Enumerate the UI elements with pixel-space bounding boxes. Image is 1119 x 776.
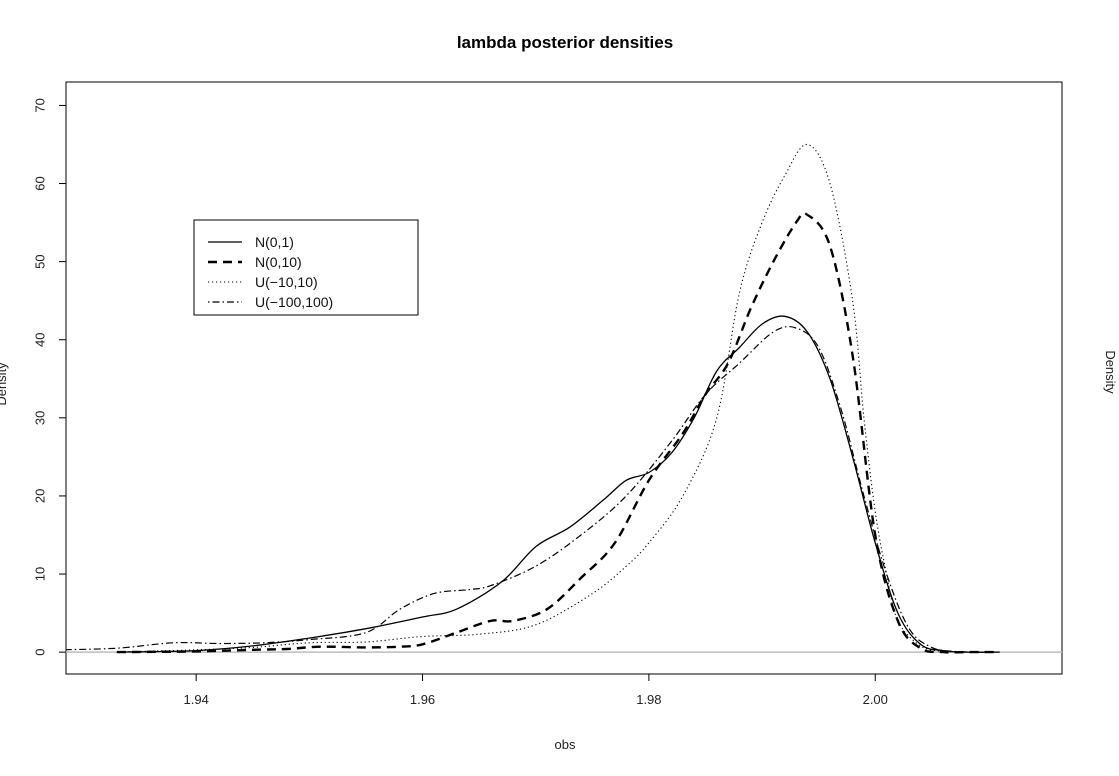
legend-label-1: N(0,1) [255, 234, 294, 250]
y-axis-label: Density [0, 362, 9, 406]
legend-label-3: U(−10,10) [255, 274, 318, 290]
x-tick-label: 2.00 [863, 692, 888, 707]
y-tick-label: 20 [32, 489, 47, 503]
y-tick-label: 0 [32, 649, 47, 656]
y-tick-label: 60 [32, 176, 47, 190]
y-tick-label: 50 [32, 254, 47, 268]
x-tick-label: 1.96 [410, 692, 435, 707]
legend: N(0,1) N(0,10) U(−10,10) U(−100,100) [193, 219, 419, 316]
axis-ticks: 1.94 1.96 1.98 2.00 0 10 20 30 40 50 60 70 [32, 98, 887, 707]
y-tick-label: 30 [32, 411, 47, 425]
plot-frame [65, 81, 1063, 675]
series-line-1 [116, 315, 1000, 653]
x-tick-label: 1.98 [636, 692, 661, 707]
y-tick-label: 70 [32, 98, 47, 112]
legend-label-2: N(0,10) [255, 254, 302, 270]
legend-label-4: U(−100,100) [255, 294, 333, 310]
series-line-4 [66, 325, 989, 653]
plot-region [66, 143, 1062, 654]
y-axis-label-right: Density [1103, 350, 1118, 394]
y-tick-label: 10 [32, 567, 47, 581]
legend-box [193, 219, 419, 316]
series-line-2 [116, 212, 1000, 654]
x-tick-label: 1.94 [184, 692, 209, 707]
y-tick-label: 40 [32, 332, 47, 346]
chart-title: lambda posterior densities [457, 33, 673, 52]
x-axis-label: obs [555, 737, 576, 752]
